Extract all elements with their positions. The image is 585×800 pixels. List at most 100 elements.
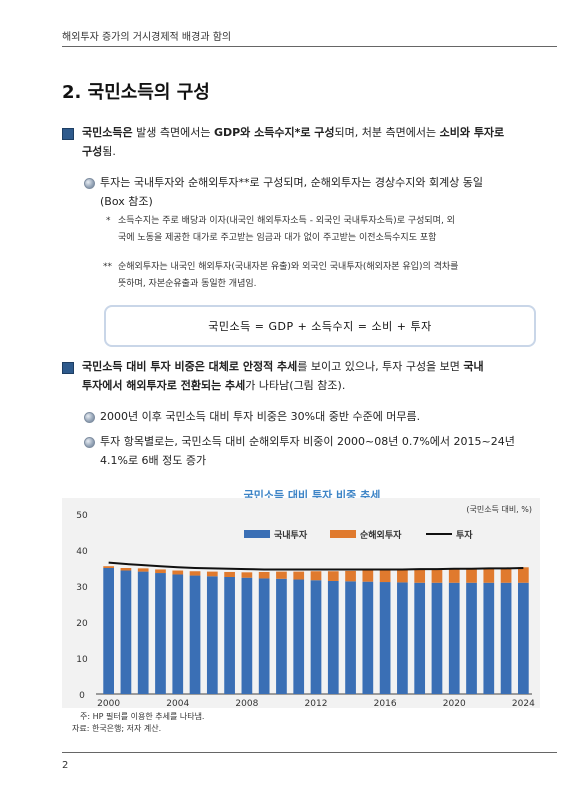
chart-source: 자료: 한국은행; 저자 계산.	[72, 724, 162, 733]
legend-label: 국내투자	[274, 529, 308, 541]
bar-domestic-2023	[500, 582, 512, 694]
bar-domestic-2017	[397, 582, 408, 694]
x-tick-label: 2000	[97, 699, 120, 708]
bar-domestic-2020	[448, 582, 460, 694]
bar-net-foreign-2005	[189, 571, 201, 576]
bar-net-foreign-2014	[345, 570, 356, 582]
y-tick-label: 20	[76, 619, 88, 629]
investment-share-chart: 0 10 20 30 40 50 2000 2004 2008 2012 2016 2020 2024 (…	[76, 504, 535, 709]
bar-net-foreign-2003	[155, 569, 166, 574]
bar-domestic-2022	[483, 582, 495, 694]
bar-domestic-2019	[431, 582, 443, 694]
square-bullet-icon	[62, 362, 74, 374]
y-tick-label: 40	[76, 547, 88, 557]
x-tick-label: 2008	[235, 699, 258, 708]
bar-domestic-2013	[327, 580, 339, 694]
square-bullet-icon	[62, 128, 74, 140]
p2-bold-1: 국민소득 대비 투자 비중은 대체로 안정적 추세	[82, 360, 298, 373]
bar-domestic-2001	[120, 570, 132, 694]
unit-label: (국민소득 대비, %)	[466, 504, 532, 514]
bar-net-foreign-2022	[483, 568, 495, 583]
bar-net-foreign-2006	[206, 571, 218, 577]
legend-label: 투자	[456, 529, 473, 541]
bar-domestic-2024	[518, 582, 529, 694]
footnote-2-mark: **	[103, 262, 112, 272]
footnote-1-line-1: 소득수지는 주로 배당과 이자(내국인 해외투자소득 - 외국인 국내투자소득)…	[118, 216, 455, 226]
paragraph-2-sub-2: 투자 항목별로는, 국민소득 대비 순해외투자 비중이 2000~08년 0.7…	[100, 432, 540, 470]
bar-domestic-2007	[224, 577, 235, 694]
bar-net-foreign-2011	[293, 571, 305, 580]
footnote-2: ** 순해외투자는 내국인 해외투자(국내자본 유출)와 외국인 국내투자(해외…	[103, 259, 538, 293]
x-tick-label: 2016	[374, 699, 397, 708]
bar-domestic-2010	[276, 578, 287, 694]
p1-lead: 국민소득은	[82, 126, 133, 139]
bar-net-foreign-2000	[103, 566, 114, 568]
bar-domestic-2000	[103, 568, 114, 694]
y-tick-label: 30	[76, 583, 88, 593]
x-tick-label: 2024	[512, 699, 535, 708]
bar-domestic-2004	[172, 574, 184, 694]
legend-swatch	[330, 530, 356, 538]
p1-bold-3: 구성	[82, 145, 103, 158]
bar-domestic-2015	[362, 581, 374, 694]
p2-text-1: 를 보이고 있으나, 투자 구성을 보면	[297, 360, 464, 373]
bar-domestic-2006	[206, 576, 218, 694]
legend-label: 순해외투자	[360, 529, 402, 541]
footnote-2-line-2: 뜻하며, 자본순유출과 동일한 개념임.	[118, 279, 257, 289]
bar-net-foreign-2007	[224, 571, 235, 577]
bar-net-foreign-2012	[310, 571, 322, 581]
formula-text: 국민소득 = GDP + 소득수지 = 소비 + 투자	[208, 320, 432, 333]
legend-swatch	[244, 530, 270, 538]
paragraph-1: 국민소득은 발생 측면에서는 GDP와 소득수지*로 구성되며, 처분 측면에서…	[82, 123, 532, 161]
bar-domestic-2005	[189, 575, 201, 694]
bar-domestic-2009	[258, 578, 270, 694]
bar-domestic-2002	[137, 571, 149, 694]
p1-text-2: 되며, 처분 측면에서는	[334, 126, 440, 139]
paragraph-2-sub-1: 2000년 이후 국민소득 대비 투자 비중은 30%대 중반 수준에 머무름.	[100, 410, 421, 423]
p2-sub-2-line-1: 투자 항목별로는, 국민소득 대비 순해외투자 비중이 2000~08년 0.7…	[100, 435, 515, 448]
header-divider	[62, 46, 557, 47]
y-tick-label: 10	[76, 655, 88, 665]
bar-net-foreign-2020	[448, 568, 460, 583]
p1-text-1: 발생 측면에서는	[132, 126, 214, 139]
p1-sub-line-2: (Box 참조)	[100, 195, 153, 208]
bar-net-foreign-2021	[466, 568, 477, 583]
p1-bold-1: GDP와 소득수지*로 구성	[213, 126, 335, 139]
bar-net-foreign-2024	[518, 567, 529, 583]
section-title: 2. 국민소득의 구성	[62, 82, 210, 103]
p1-sub-line-1: 투자는 국내투자와 순해외투자**로 구성되며, 순해외투자는 경상수지와 회계…	[100, 176, 484, 189]
circle-bullet-icon	[84, 437, 95, 448]
y-tick-label: 50	[76, 511, 88, 521]
bar-net-foreign-2013	[327, 571, 339, 581]
bar-domestic-2011	[293, 579, 305, 694]
formula-box: 국민소득 = GDP + 소득수지 = 소비 + 투자	[104, 305, 536, 347]
running-header: 해외투자 증가의 거시경제적 배경과 함의	[62, 32, 232, 43]
chart-area: 0 10 20 30 40 50 2000 2004 2008 2012 2016 2020 2024 (…	[62, 498, 540, 709]
bar-net-foreign-2009	[258, 571, 270, 579]
p1-text-3: 됨.	[102, 145, 116, 158]
bar-net-foreign-2017	[397, 569, 408, 583]
circle-bullet-icon	[84, 412, 95, 423]
bar-domestic-2012	[310, 580, 322, 694]
bar-domestic-2018	[414, 582, 426, 694]
bar-net-foreign-2023	[500, 567, 512, 583]
x-tick-label: 2004	[166, 699, 189, 708]
page-number: 2	[62, 760, 69, 771]
bar-net-foreign-2001	[120, 568, 132, 571]
p2-sub-2-line-2: 4.1%로 6배 정도 증가	[100, 454, 207, 467]
bar-domestic-2021	[466, 582, 477, 694]
bar-domestic-2003	[155, 573, 166, 694]
bar-net-foreign-2008	[241, 572, 253, 578]
bar-net-foreign-2010	[276, 571, 287, 579]
paragraph-2: 국민소득 대비 투자 비중은 대체로 안정적 추세를 보이고 있으나, 투자 구…	[82, 357, 532, 395]
x-tick-label: 2020	[443, 699, 466, 708]
circle-bullet-icon	[84, 178, 95, 189]
bar-domestic-2014	[345, 581, 356, 694]
p1-bold-2: 소비와 투자로	[439, 126, 505, 139]
y-tick-label: 0	[79, 691, 85, 701]
line-total-investment	[108, 561, 524, 571]
bar-net-foreign-2018	[414, 569, 426, 583]
bar-net-foreign-2019	[431, 569, 443, 583]
p2-bold-2: 국내	[463, 360, 484, 373]
chart-note: 주: HP 필터를 이용한 추세를 나타냄.	[80, 712, 205, 721]
